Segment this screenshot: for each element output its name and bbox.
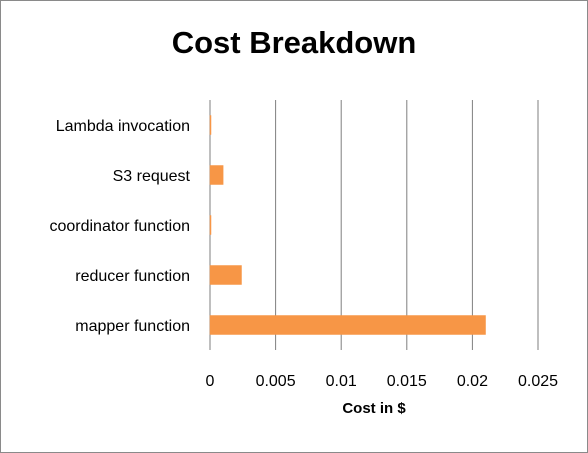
bar-1 [209,165,224,185]
bar-2 [209,215,212,235]
x-tick-label-4: 0.02 [457,373,488,390]
chart-title: Cost Breakdown [171,25,417,60]
category-label-2: coordinator function [49,218,190,235]
category-label-4: mapper function [75,318,190,335]
bar-3 [209,265,242,285]
category-label-3: reducer function [75,268,190,285]
category-label-0: Lambda invocation [56,118,190,135]
category-label-1: S3 request [113,168,191,185]
x-tick-label-3: 0.015 [387,373,427,390]
x-tick-label-1: 0.005 [256,373,296,390]
x-axis-title: Cost in $ [342,400,406,417]
x-tick-label-5: 0.025 [518,373,558,390]
bar-0 [209,115,212,135]
bar-4 [209,315,486,335]
x-tick-label-0: 0 [206,373,215,390]
x-tick-label-2: 0.01 [326,373,357,390]
